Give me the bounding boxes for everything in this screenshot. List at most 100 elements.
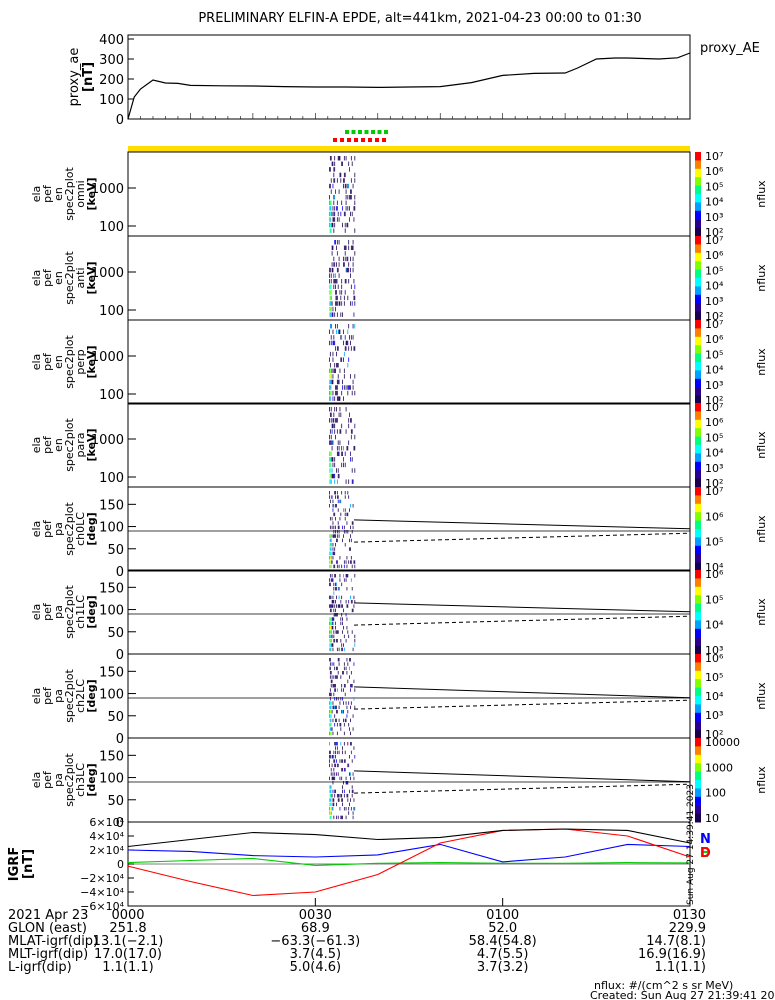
spec-pixel: [352, 714, 354, 718]
spec-pixel: [332, 617, 334, 621]
spec-pixel: [354, 434, 356, 440]
spec-pixel: [338, 750, 340, 755]
spec-pixel: [330, 785, 332, 789]
spec-pixel: [339, 578, 341, 582]
spec-pixel: [338, 329, 340, 335]
spec-pixel: [334, 211, 336, 217]
spec-pixel: [354, 634, 356, 639]
spec-pixel: [337, 329, 339, 335]
spec-pixel: [336, 530, 338, 534]
spec-pixel: [347, 446, 349, 451]
spec-pixel: [352, 815, 354, 820]
spec-pixel: [332, 776, 334, 781]
spec-pixel: [334, 279, 336, 284]
spec-pixel: [348, 267, 350, 273]
spec-pixel: [335, 705, 336, 710]
spec-pixel: [329, 714, 330, 718]
spec-pixel: [337, 374, 339, 379]
antilosscone-line: [354, 699, 691, 710]
spec-ytick-label: 150: [99, 749, 124, 764]
spec-ytick-label: 50: [107, 710, 124, 725]
spec-pixel: [336, 772, 337, 776]
spec-pixel: [345, 781, 347, 785]
bottom-cell: 0000: [111, 908, 144, 923]
spec-pixel: [329, 697, 331, 701]
spec-pixel: [350, 671, 352, 675]
spec-pixel: [340, 178, 342, 183]
spec-pixel: [332, 798, 334, 802]
spec-pixel: [331, 600, 333, 604]
spec-pixel: [341, 604, 343, 608]
spec-pixel: [350, 346, 352, 351]
colorbar-cell: [695, 432, 701, 438]
spec-pixel: [330, 671, 332, 675]
spec-pixel: [352, 183, 354, 189]
spec-pixel: [337, 630, 339, 634]
spec-pixel: [341, 357, 343, 362]
spec-pixel: [334, 512, 336, 517]
spec-ylabel-line: ch3LC: [74, 763, 87, 797]
spec-pixel: [336, 613, 337, 617]
spec-pixel: [347, 206, 349, 211]
spec-pixel: [339, 776, 341, 781]
colorbar-cell: [695, 168, 701, 174]
spec-pixel: [334, 491, 336, 495]
spec-pixel: [350, 156, 352, 161]
colorbar: 10³ 10⁴ 10⁵ 10⁶ nflux: [695, 568, 768, 657]
spec-pixel: [338, 156, 340, 161]
spec-ytick-label: 100: [99, 471, 124, 486]
spec-ytick-label: 100: [99, 304, 124, 319]
colorbar-cell: [695, 353, 701, 359]
colorbar-cell: [695, 750, 701, 756]
spec-pixel: [338, 647, 340, 652]
colorbar-tick-label: 10⁵: [705, 593, 723, 606]
spec-pixel: [345, 200, 347, 206]
colorbar-cell: [695, 495, 701, 501]
spec-pixel: [335, 530, 336, 534]
spec-pixel: [332, 781, 334, 785]
colorbar-cell: [695, 809, 701, 815]
spec-ytick-label: 100: [99, 521, 124, 536]
colorbar-cell: [695, 407, 701, 412]
spec-pixel: [329, 755, 330, 759]
spec-pixel: [343, 301, 345, 306]
spec-pixel: [329, 705, 331, 710]
spec-pixel: [329, 794, 331, 798]
spec-pixel: [351, 161, 353, 167]
spec-pixel: [333, 284, 335, 290]
spec-panel-4: elapefpaspec2plotch0LC[deg]05010015010⁴1…: [30, 485, 768, 580]
spec-pixel: [350, 504, 351, 508]
spec-pixel: [333, 534, 335, 538]
spec-pixel: [333, 412, 335, 418]
spec-pixel: [333, 591, 335, 595]
colorbar-tick-label: 10⁴: [705, 561, 724, 574]
spec-ylabel-line: ch1LC: [74, 595, 87, 629]
spec-ylabel-line: en: [52, 438, 65, 452]
spec-pixel: [331, 634, 333, 639]
spec-pixel: [330, 578, 332, 582]
colorbar-cell: [695, 185, 701, 191]
spec-pixel: [329, 815, 331, 820]
spec-pixel: [342, 710, 343, 714]
marker-green: [364, 130, 369, 134]
spec-pixel: [329, 666, 330, 671]
spec-ylabel-line: pef: [41, 770, 54, 789]
spec-pixel: [333, 802, 335, 807]
colorbar-cell: [695, 236, 701, 241]
spec-pixel: [348, 811, 350, 815]
spec-pixel: [338, 587, 340, 591]
spec-pixel: [336, 451, 338, 457]
spec-pixel: [331, 473, 333, 479]
bottom-cell: 68.9: [301, 921, 330, 936]
antilosscone-line: [354, 532, 691, 543]
spec-pixel: [340, 211, 342, 217]
spec-pixel: [344, 517, 346, 521]
colorbar-cell: [695, 712, 701, 718]
spec-pixel: [342, 617, 343, 621]
spec-pixel: [350, 600, 352, 604]
spec-pixel: [329, 718, 330, 723]
spec-pixel: [339, 499, 341, 504]
spec-pixel: [331, 675, 333, 679]
spec-pixel: [333, 815, 335, 820]
spec-pixel: [339, 759, 341, 763]
